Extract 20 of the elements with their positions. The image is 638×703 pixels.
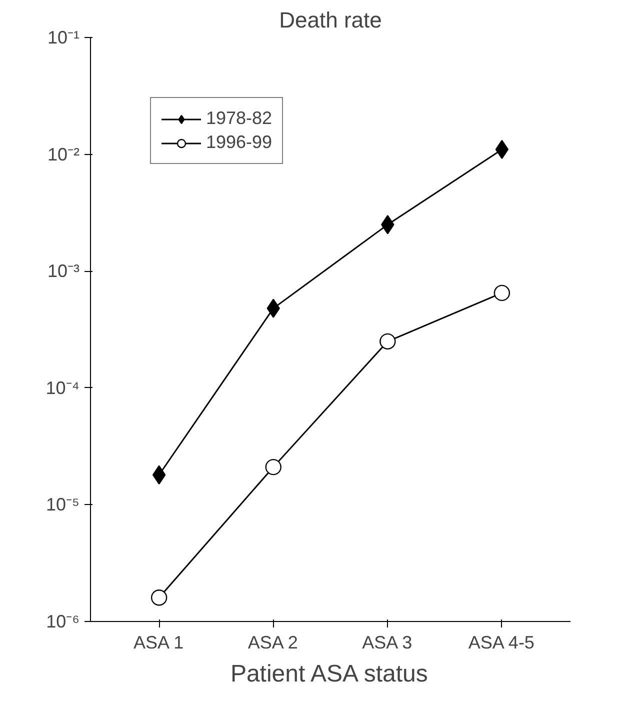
y-tick-label: 10⁻² — [47, 144, 80, 164]
y-tick-label: 10⁻³ — [47, 261, 80, 282]
point — [152, 465, 166, 484]
x-tick-label: ASA 4-5 — [468, 632, 534, 652]
y-tick-label: 10⁻⁵ — [46, 494, 80, 515]
x-axis-title: Patient ASA status — [230, 660, 428, 688]
point — [150, 590, 168, 606]
x-tick-label: ASA 3 — [362, 632, 412, 652]
point — [495, 140, 509, 160]
y-tick-label: 10⁻¹ — [47, 28, 80, 48]
chart-title: Death rate — [279, 8, 382, 32]
x-tick-label: ASA 2 — [248, 632, 298, 652]
x-tick-label: ASA 1 — [134, 632, 184, 652]
point — [380, 333, 396, 350]
y-tick-label: 10⁻⁶ — [46, 612, 80, 632]
legend-label: 1996-99 — [206, 132, 272, 153]
point — [265, 458, 282, 476]
point — [494, 284, 510, 302]
legend-label: 1978-82 — [206, 108, 272, 129]
y-tick-label: 10⁻⁴ — [46, 378, 80, 398]
